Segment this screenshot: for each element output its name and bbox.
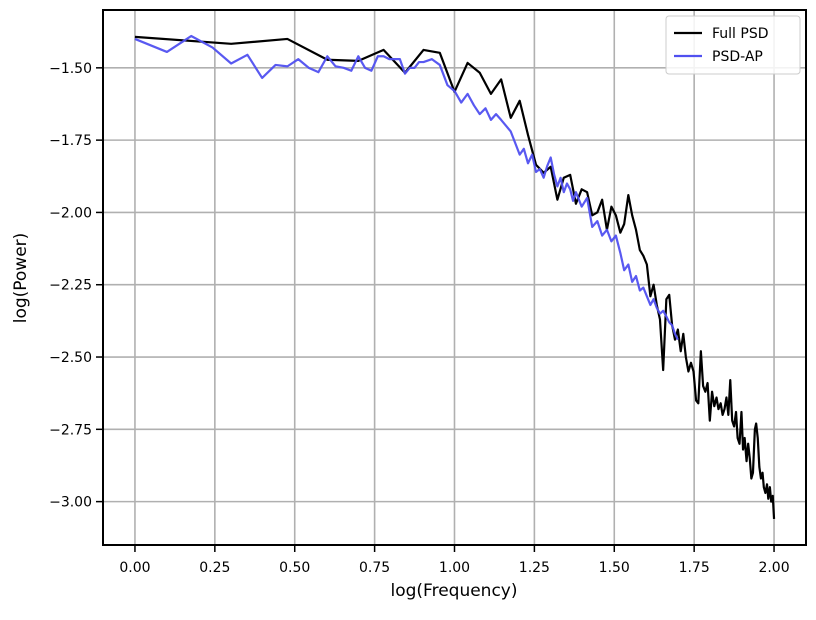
series-line: [134, 35, 776, 520]
y-tick-label: −1.75: [49, 133, 92, 149]
x-tick-label: 1.50: [599, 560, 630, 576]
y-tick-label: −1.50: [49, 61, 92, 77]
x-tick-label: 1.75: [679, 560, 710, 576]
y-tick-label: −2.00: [49, 205, 92, 221]
x-tick-label: 0.00: [119, 560, 150, 576]
y-tick-label: −2.75: [49, 422, 92, 438]
legend-label: Full PSD: [712, 26, 769, 42]
x-tick-label: 1.25: [519, 560, 550, 576]
y-tick-label: −3.00: [49, 495, 92, 511]
y-tick-label: −2.50: [49, 350, 92, 366]
y-axis-label: log(Power): [11, 233, 31, 324]
legend-box: [665, 15, 801, 75]
x-tick-label: 0.25: [199, 560, 230, 576]
plot-frame: [102, 9, 807, 546]
x-tick-label: 0.50: [279, 560, 310, 576]
x-tick-label: 0.75: [359, 560, 390, 576]
x-axis-label: log(Frequency): [390, 581, 517, 601]
x-tick-label: 2.00: [758, 560, 789, 576]
y-tick-label: −2.25: [49, 278, 92, 294]
series-line: [134, 34, 679, 341]
legend-label: PSD-AP: [712, 49, 763, 65]
x-tick-label: 1.00: [439, 560, 470, 576]
